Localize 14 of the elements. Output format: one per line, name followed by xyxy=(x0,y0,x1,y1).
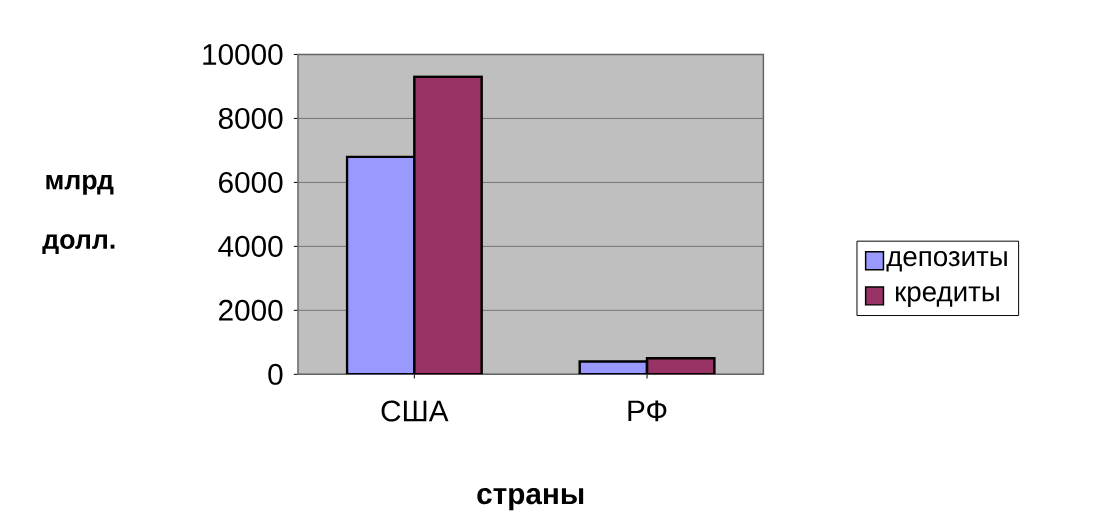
y-tick-label: 4000 xyxy=(218,235,283,257)
y-tick-label: 2000 xyxy=(219,299,283,321)
bar xyxy=(413,75,483,375)
y-tick-label: 8000 xyxy=(218,107,283,130)
legend-label: депозиты xyxy=(886,251,1007,272)
legend-label: кредиты xyxy=(895,286,999,308)
x-tick-label: США xyxy=(381,400,449,422)
text: млрд долл. xyxy=(42,174,115,255)
bar xyxy=(345,155,416,375)
y-tick-label: 6000 xyxy=(219,171,283,193)
x-tick-label: РФ xyxy=(628,400,667,422)
y-tick-label: 0 xyxy=(268,363,283,385)
x-axis-title: страны xyxy=(477,488,584,511)
y-tick-label: 10000 xyxy=(203,44,283,66)
